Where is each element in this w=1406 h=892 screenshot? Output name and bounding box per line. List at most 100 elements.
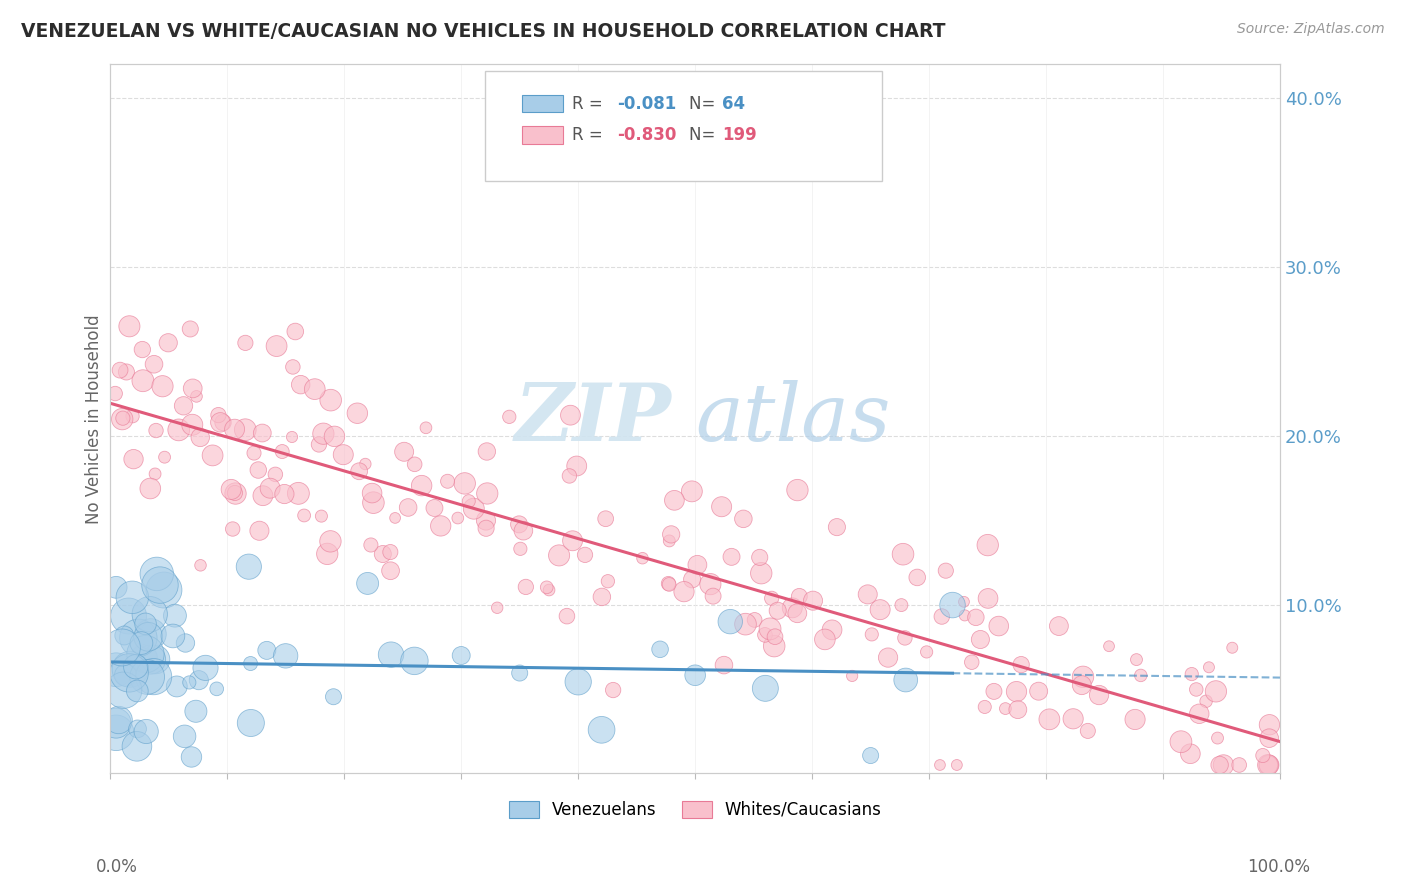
Point <box>127 722 149 736</box>
Point <box>969 632 991 647</box>
Point <box>1188 706 1211 721</box>
Point <box>1198 660 1220 674</box>
Point <box>105 716 128 731</box>
Point <box>754 628 776 642</box>
Point <box>115 365 138 379</box>
Point <box>190 558 212 573</box>
Point <box>631 551 654 566</box>
Point <box>935 564 957 578</box>
Point <box>312 426 335 441</box>
Point <box>259 481 281 495</box>
Point <box>555 609 578 624</box>
Point <box>139 607 162 622</box>
Point <box>825 520 848 534</box>
Point <box>475 444 498 458</box>
Text: 0.0%: 0.0% <box>96 858 138 876</box>
Point <box>1047 619 1070 633</box>
Point <box>856 587 879 601</box>
Point <box>249 524 271 538</box>
Point <box>515 580 537 594</box>
Point <box>143 467 166 481</box>
Point <box>436 475 458 489</box>
Point <box>179 322 201 336</box>
Point <box>273 487 295 501</box>
Point <box>1088 688 1111 702</box>
Point <box>121 591 143 605</box>
Point <box>498 409 520 424</box>
Point <box>290 377 312 392</box>
Point <box>1227 758 1250 772</box>
Point <box>380 648 402 662</box>
Point <box>371 547 394 561</box>
Point <box>125 659 148 673</box>
Point <box>1038 712 1060 726</box>
Point <box>235 335 257 350</box>
FancyBboxPatch shape <box>485 71 883 181</box>
Point <box>319 393 342 408</box>
Point <box>252 425 274 440</box>
Point <box>509 541 531 556</box>
Point <box>111 412 134 426</box>
Point <box>457 494 479 508</box>
Point <box>763 630 786 644</box>
Point <box>450 648 472 663</box>
Point <box>509 666 531 681</box>
Point <box>411 478 433 492</box>
Point <box>648 642 671 657</box>
Point <box>718 615 741 629</box>
Point <box>973 700 995 714</box>
Point <box>167 423 190 437</box>
Point <box>681 572 703 586</box>
Point <box>1005 684 1028 698</box>
Text: atlas: atlas <box>695 380 890 458</box>
Point <box>120 662 142 676</box>
Point <box>596 574 619 589</box>
Point <box>1071 670 1094 684</box>
Point <box>162 629 184 643</box>
Point <box>801 593 824 607</box>
Point <box>475 514 498 528</box>
Point <box>508 517 530 532</box>
Point <box>591 590 613 604</box>
Point <box>977 591 1000 606</box>
Bar <box>522 95 562 112</box>
Point <box>1028 684 1050 698</box>
Point <box>149 578 172 592</box>
Point <box>212 416 235 430</box>
Point <box>322 690 344 704</box>
Point <box>121 409 143 424</box>
Point <box>105 663 128 677</box>
Point <box>749 566 772 581</box>
Point <box>281 359 304 374</box>
Point <box>146 566 169 581</box>
Point <box>181 417 204 432</box>
Point <box>157 335 180 350</box>
Text: -0.830: -0.830 <box>617 126 676 144</box>
Point <box>429 519 451 533</box>
Point <box>877 650 900 665</box>
Point <box>111 640 134 655</box>
Point <box>131 636 153 650</box>
Point <box>153 582 176 597</box>
Point <box>486 600 509 615</box>
Point <box>1125 652 1147 666</box>
Point <box>363 496 385 510</box>
Point <box>953 608 976 623</box>
Point <box>894 673 917 687</box>
Point <box>112 628 135 642</box>
Point <box>392 444 415 458</box>
Point <box>152 379 174 393</box>
Point <box>748 550 770 565</box>
Text: 100.0%: 100.0% <box>1247 858 1310 876</box>
Point <box>238 559 260 574</box>
Point <box>759 622 782 636</box>
Point <box>859 748 882 763</box>
Point <box>243 446 266 460</box>
Point <box>475 521 498 535</box>
Point <box>323 429 346 443</box>
Point <box>713 658 735 673</box>
Point <box>686 558 709 572</box>
Point <box>1185 682 1208 697</box>
Point <box>1208 758 1230 772</box>
Point <box>194 661 217 675</box>
